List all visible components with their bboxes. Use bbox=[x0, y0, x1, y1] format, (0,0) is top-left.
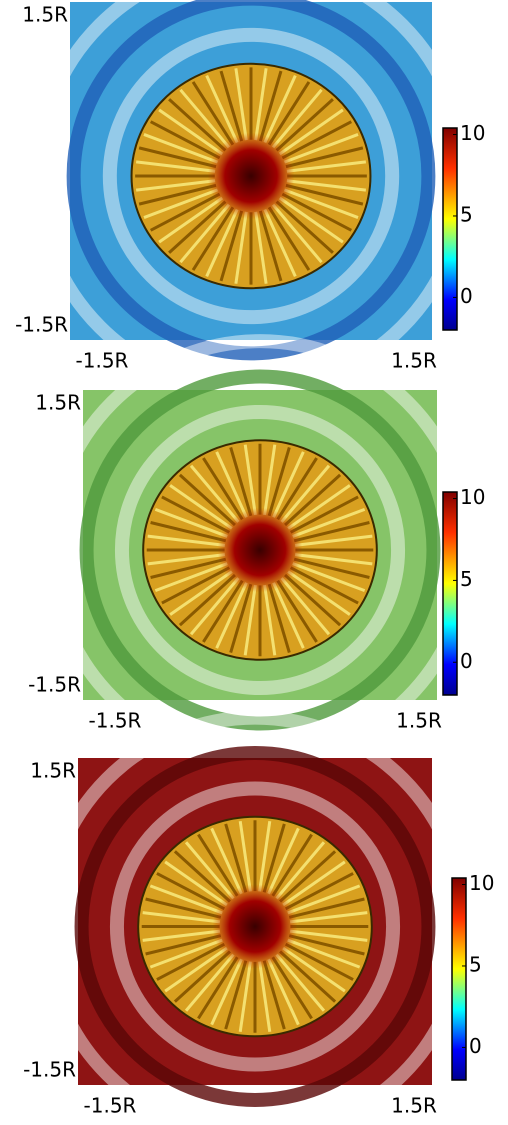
figure: -1.5R 1.5R -1.5R 1.5R 0 5 10 -1.5R 1.5R -1.5R 1.5R… bbox=[0, 0, 508, 1125]
colorbar-tick-label: 0 bbox=[460, 649, 473, 673]
x-tick-label: -1.5R bbox=[89, 709, 142, 733]
panel: -1.5R 1.5R -1.5R 1.5R 0 5 10 bbox=[23, 718, 494, 1125]
colorbar-tick-label: 5 bbox=[469, 952, 482, 976]
colorbar-tick-label: 5 bbox=[460, 202, 473, 226]
center-peak bbox=[213, 884, 298, 969]
colorbar bbox=[452, 878, 466, 1080]
colorbar-tick-label: 10 bbox=[460, 485, 485, 509]
center-peak bbox=[218, 508, 303, 593]
colorbar-tick-label: 0 bbox=[460, 284, 473, 308]
colorbar-tick-label: 0 bbox=[469, 1034, 482, 1058]
y-tick-label: -1.5R bbox=[15, 313, 68, 337]
panel: -1.5R 1.5R -1.5R 1.5R 0 5 10 bbox=[15, 0, 485, 390]
center-peak bbox=[208, 133, 295, 220]
colorbar-tick-label: 10 bbox=[469, 871, 494, 895]
x-tick-label: -1.5R bbox=[76, 349, 129, 373]
x-tick-label: 1.5R bbox=[391, 1094, 437, 1118]
colorbar-tick-label: 10 bbox=[460, 121, 485, 145]
y-tick-label: -1.5R bbox=[28, 673, 81, 697]
colorbar bbox=[443, 492, 457, 695]
colorbar-tick-label: 5 bbox=[460, 567, 473, 591]
x-tick-label: -1.5R bbox=[84, 1094, 137, 1118]
colorbar bbox=[443, 128, 457, 330]
panel: -1.5R 1.5R -1.5R 1.5R 0 5 10 bbox=[28, 341, 485, 759]
y-tick-label: 1.5R bbox=[35, 391, 81, 415]
y-tick-label: 1.5R bbox=[22, 3, 68, 27]
y-tick-label: 1.5R bbox=[30, 759, 76, 783]
x-tick-label: 1.5R bbox=[396, 709, 442, 733]
x-tick-label: 1.5R bbox=[391, 349, 437, 373]
y-tick-label: -1.5R bbox=[23, 1058, 76, 1082]
